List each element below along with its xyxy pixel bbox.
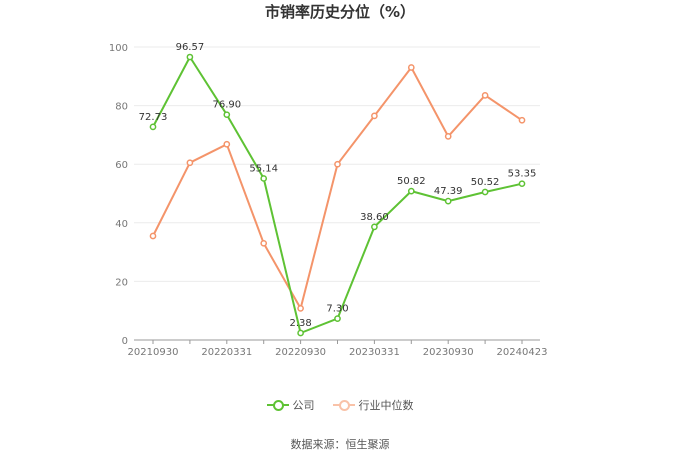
- data-source: 数据来源：恒生聚源: [290, 438, 390, 451]
- point-company: [334, 315, 341, 322]
- legend-item-company[interactable]: 公司: [266, 397, 315, 413]
- series-lines: [149, 53, 526, 337]
- point-industry-median: [407, 64, 415, 71]
- point-industry-median: [444, 133, 452, 140]
- point-industry-median: [518, 116, 526, 124]
- data-label-company: 76.90: [212, 100, 241, 111]
- point-industry-median: [186, 159, 194, 167]
- point-company: [260, 175, 268, 182]
- point-industry-median: [334, 160, 341, 168]
- y-tick-label: 100: [109, 43, 128, 54]
- point-company: [371, 223, 378, 231]
- x-tick-label: 20220930: [275, 347, 326, 358]
- data-label-company: 38.60: [360, 212, 389, 223]
- point-company: [481, 188, 489, 196]
- data-label-company: 55.14: [249, 163, 278, 174]
- point-industry-median: [371, 112, 378, 120]
- x-tick-label: 20230930: [423, 347, 474, 358]
- point-industry-median: [149, 232, 157, 240]
- y-tick-label: 80: [115, 102, 128, 113]
- legend: 公司 行业中位数: [0, 397, 680, 413]
- y-tick-label: 20: [115, 277, 128, 288]
- y-tick-label: 60: [115, 160, 128, 171]
- series-line-industry-median: [152, 66, 523, 310]
- point-company: [444, 197, 452, 205]
- point-company: [407, 187, 415, 195]
- data-label-company: 47.39: [434, 186, 463, 197]
- point-industry-median: [481, 91, 489, 99]
- point-industry-median: [260, 239, 268, 247]
- data-label-company: 50.82: [397, 176, 426, 187]
- series-line-company: [152, 56, 523, 334]
- legend-label-company: 公司: [292, 399, 315, 412]
- point-company: [297, 329, 304, 337]
- data-label-company: 96.57: [176, 42, 205, 53]
- point-company: [149, 123, 157, 131]
- y-tick-label: 0: [122, 336, 128, 347]
- chart-title: 市销率历史分位（%）: [264, 3, 416, 21]
- data-label-company: 50.52: [471, 177, 500, 188]
- legend-marker-industry-median: [332, 400, 355, 411]
- data-label-company: 2.38: [289, 318, 311, 329]
- data-label-company: 53.35: [508, 169, 537, 180]
- y-tick-label: 40: [115, 219, 128, 230]
- point-company: [223, 111, 231, 119]
- legend-label-industry-median: 行业中位数: [358, 399, 414, 412]
- x-tick-label: 20230331: [349, 347, 400, 358]
- x-tick-label: 20240423: [497, 347, 548, 358]
- x-tick-label: 20220331: [201, 347, 252, 358]
- legend-item-industry-median[interactable]: 行业中位数: [332, 397, 414, 413]
- point-industry-median: [297, 305, 304, 312]
- point-industry-median: [223, 140, 231, 148]
- point-company: [186, 53, 194, 61]
- data-label-company: 72.73: [139, 112, 168, 123]
- data-labels: 72.73 96.57 76.90 55.14 2.38 7.30 38.60 50.82 47…: [139, 42, 537, 329]
- axes: 0 20 40 60 80 100 20210930 20220331 20220930 2023…: [109, 43, 548, 358]
- point-company: [518, 180, 526, 188]
- data-label-company: 7.30: [326, 304, 348, 315]
- x-tick-label: 20210930: [128, 347, 179, 358]
- legend-marker-company: [266, 400, 289, 411]
